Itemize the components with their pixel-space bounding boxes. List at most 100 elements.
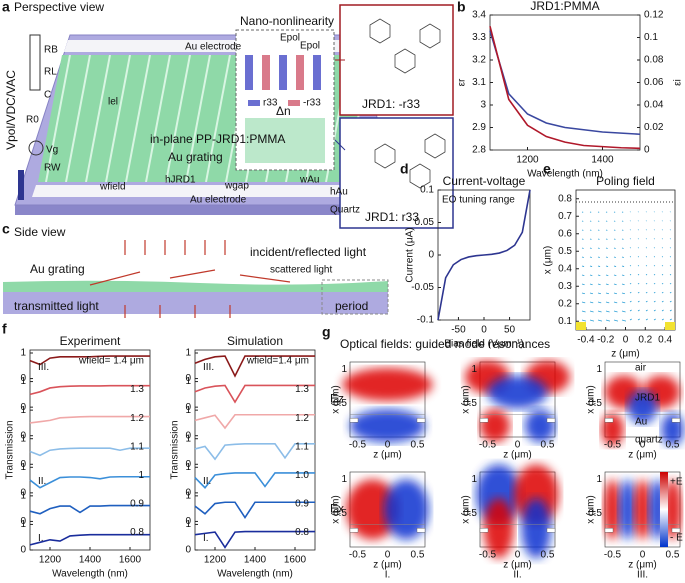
x-tick-label: -0.5 <box>479 550 497 561</box>
panel-title: Side view <box>14 225 66 239</box>
annotation: III. <box>38 362 49 373</box>
field-arrow <box>653 291 656 294</box>
series-line <box>489 30 641 136</box>
legend-label: 0.9 <box>295 498 309 509</box>
x-tick-label: 1200 <box>516 155 539 166</box>
series-line <box>29 475 150 489</box>
film-label: in-plane PP-JRD1:PMMA <box>150 132 285 146</box>
y2-tick-label: 0.04 <box>644 100 664 111</box>
chart-title: Simulation <box>227 334 283 348</box>
layer-label: quartz <box>635 435 663 446</box>
annotation: II. <box>203 476 211 487</box>
panel-letter: d <box>400 161 409 177</box>
field-arrow <box>661 282 664 285</box>
field-arrow <box>653 300 656 303</box>
field-arrow <box>645 309 648 312</box>
y-tick-label: 0.5 <box>558 246 572 257</box>
x-tick-label: -50 <box>451 325 466 336</box>
y-tick-label: 0 <box>185 402 191 413</box>
x-tick-label: 0.5 <box>666 550 680 561</box>
colorbar <box>660 472 668 547</box>
plot-frame <box>575 189 676 331</box>
x-tick-label: -0.5 <box>604 550 622 561</box>
y-tick-label: 0 <box>185 516 191 527</box>
field-arrow <box>661 256 664 258</box>
field-arrow <box>637 300 640 303</box>
y-axis-label: x (μm) <box>543 246 554 275</box>
field-lobe <box>521 498 552 559</box>
field-arrow <box>645 274 648 276</box>
legend-label: wfield= 1.4 μm <box>78 356 144 367</box>
chart-title: Current-voltage <box>443 174 526 188</box>
dimension-label: wfield <box>99 182 126 193</box>
plot-frame <box>489 14 641 151</box>
y-tick-label: 0 <box>20 373 26 384</box>
y-tick-label: 0.5 <box>588 398 602 409</box>
x-tick-label: 0.5 <box>666 440 680 451</box>
y-tick-label: 3.3 <box>472 32 486 43</box>
field-arrow <box>581 283 585 286</box>
y-tick-label: 0 <box>20 516 26 527</box>
electrode <box>576 322 586 330</box>
y-tick-label: 0 <box>20 545 26 556</box>
field-arrow <box>637 274 640 276</box>
field-arrow <box>629 265 632 267</box>
field-lobe <box>483 498 514 559</box>
column-label: II. <box>513 570 521 581</box>
y-tick-label: 1 <box>185 433 191 444</box>
field-arrow <box>597 265 601 267</box>
field-arrow <box>589 319 595 322</box>
field-arrow <box>621 274 625 277</box>
field-arrow <box>669 265 672 267</box>
field-lobe <box>480 409 510 443</box>
field-arrow <box>621 319 627 322</box>
field-arrow <box>589 283 593 286</box>
y-tick-label: 1 <box>185 462 191 473</box>
field-arrow <box>581 319 587 322</box>
inset-title: Nano-nonlinearity <box>240 14 334 28</box>
x-axis-label: Wavelength (nm) <box>527 169 603 180</box>
x-tick-label: 0.5 <box>411 550 425 561</box>
annotation: II. <box>38 476 46 487</box>
field-arrow <box>605 310 610 313</box>
field-arrow <box>597 310 602 313</box>
circuit-label: RB <box>44 45 58 56</box>
field-arrow <box>621 256 624 258</box>
field-arrow <box>605 319 611 322</box>
y-tick-label: 0.4 <box>558 263 572 274</box>
field-arrow <box>669 318 672 321</box>
field-arrow <box>605 292 609 295</box>
y-tick-label: 0.5 <box>333 398 347 409</box>
series-line <box>194 443 315 461</box>
x-axis-label: z (μm) <box>373 450 402 461</box>
dimension-label: hAu <box>330 187 348 198</box>
x-tick-label: 1400 <box>244 555 267 566</box>
legend-label: 1.3 <box>295 384 309 395</box>
field-arrow <box>653 256 656 258</box>
field-arrow <box>645 282 648 285</box>
field-arrow <box>669 291 672 294</box>
field-arrow <box>669 300 672 303</box>
legend-label: wfield=1.4 μm <box>246 356 309 367</box>
field-arrow <box>597 274 601 277</box>
field-arrow <box>605 256 608 258</box>
y-tick-label: 1 <box>20 405 26 416</box>
column-label: I. <box>385 570 391 581</box>
chart-title: Experiment <box>60 334 121 348</box>
field-arrow <box>589 292 593 295</box>
y2-tick-label: 0.06 <box>644 77 664 88</box>
field-arrow <box>589 274 593 277</box>
legend-label: 0.8 <box>295 527 309 538</box>
panel-letter: e <box>543 161 551 177</box>
field-arrow <box>645 265 648 267</box>
y-tick-label: 1 <box>185 490 191 501</box>
field-arrow <box>637 291 640 294</box>
y-tick-label: 1 <box>185 376 191 387</box>
y-tick-label: 1 <box>185 519 191 530</box>
x-axis-label: z (μm) <box>373 560 402 571</box>
x-tick-label: 1400 <box>79 555 102 566</box>
y2-tick-label: 0.02 <box>644 122 664 133</box>
field-arrow <box>613 292 617 295</box>
x-axis-label: z (μm) <box>628 450 657 461</box>
y-tick-label: 0.05 <box>415 217 435 228</box>
